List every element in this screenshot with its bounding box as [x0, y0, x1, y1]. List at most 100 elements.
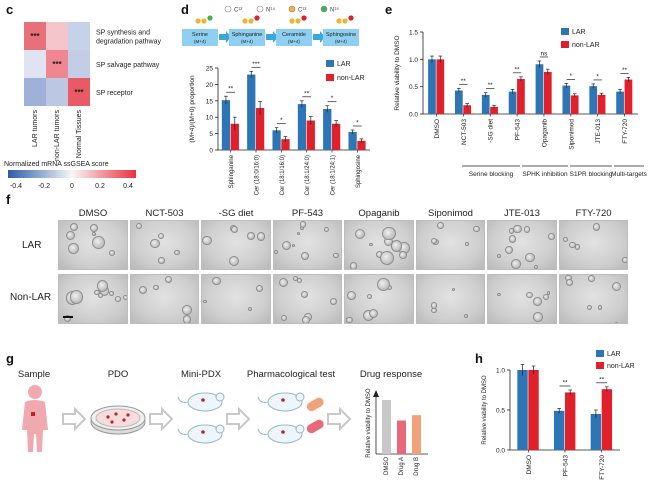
panel-label-h: h [475, 351, 483, 366]
pathway-node [182, 29, 218, 46]
x-tick-label: DMSO [526, 455, 533, 475]
panel-e-chart: 0.0 0.5 1.0 1.5 Relative viability to DMSO DM… [394, 28, 648, 178]
molecule-atom [289, 18, 295, 24]
mouse-icon [177, 392, 225, 412]
organoid-blob [69, 290, 84, 304]
pathway-arrow-icon [313, 31, 325, 43]
organoid-blob [278, 277, 288, 287]
molecule-atom [195, 18, 201, 24]
legend-swatch [596, 350, 604, 357]
organoid-blob [291, 243, 296, 248]
mini-y-label: Relative viability to DMSO [366, 388, 372, 458]
pathway-arrow-icon [219, 31, 231, 43]
panel-c-heatmap: *** *** *** SP synthesis and degradation pat… [4, 22, 161, 190]
significance-mark: ** [515, 66, 521, 73]
colorbar-tick: 0.4 [123, 183, 133, 190]
bar [517, 79, 525, 114]
significance-mark: *** [252, 61, 260, 68]
organoid-blob [212, 276, 222, 286]
bar [357, 140, 366, 150]
organoid-blob [399, 251, 408, 260]
arrow-icon-1 [62, 406, 87, 432]
isotope-legend-dot [288, 5, 296, 13]
organoid-blob [293, 276, 298, 281]
bar [272, 130, 281, 150]
heatmap-cell [68, 50, 90, 78]
isotope-legend-label: N¹⁵ [330, 7, 339, 14]
organoid-blob [296, 278, 302, 284]
pathway-node-label: Serine [192, 32, 208, 38]
microscopy-image [201, 220, 271, 270]
organoid-blob [534, 265, 539, 269]
group-label: Multi-targets [611, 171, 648, 178]
pill-icon [306, 397, 324, 434]
step-pdo-label: PDO [107, 369, 129, 380]
organoid-blob [229, 255, 240, 266]
organoid-blob [97, 292, 104, 299]
microscopy-image [272, 274, 342, 324]
bar [436, 59, 445, 114]
y-axis-label: (M+4)/(M+0) proportion [189, 75, 196, 143]
microscopy-image [487, 220, 557, 270]
organoid-blob [109, 290, 114, 296]
organoid-blob [367, 293, 373, 299]
y-tick-label: 5 [209, 131, 213, 138]
step-sample-label: Sample [17, 369, 51, 380]
pathway-node-sublabel: (M+4) [241, 39, 253, 44]
y-tick-label: 1.0 [409, 57, 418, 64]
microscopy-image [344, 274, 414, 324]
organoid-blob [69, 223, 79, 232]
organoid-blob [93, 289, 100, 296]
organoid-blob [349, 262, 358, 269]
organoid-blob [299, 221, 307, 228]
significance-mark: ** [622, 67, 628, 74]
heatmap-cell [46, 50, 68, 78]
step-minipdx-label: Mini-PDX [180, 369, 222, 380]
microscopy-image [558, 220, 628, 270]
x-tick-label: FTY-720 [622, 119, 629, 144]
mouse-icon [257, 424, 305, 444]
step-pharm-label: Pharmacological test [246, 369, 336, 380]
organoid-blob [430, 238, 437, 245]
bar [256, 108, 265, 150]
heatmap-cell [46, 22, 68, 50]
organoid-blob [122, 295, 127, 300]
row-label-lar: LAR [22, 240, 42, 251]
x-tick-label: Sphingosine [356, 154, 362, 188]
x-tick-label: Opaganib [541, 119, 548, 148]
step-drug-response-label: Drug response [359, 369, 423, 380]
organoid-blob [346, 316, 353, 323]
organoid-blob [333, 253, 339, 259]
mouse-icon [177, 424, 225, 444]
colorbar-tick: 0.2 [95, 183, 105, 190]
organoid-blob [63, 314, 71, 322]
bar [543, 71, 552, 114]
organoid-blob [548, 232, 556, 240]
significance-mark: * [280, 117, 283, 124]
bar [297, 104, 307, 150]
organoid-blob [437, 222, 444, 229]
organoid-blob [497, 292, 501, 297]
x-tick-label: Cer (18:0/16:0) [255, 155, 261, 195]
pathway-arrow-icon [266, 31, 278, 43]
organoid-blob [622, 257, 628, 263]
significance-mark: * [596, 73, 599, 80]
pathway-node-sublabel: (M+4) [288, 39, 300, 44]
group-label: S1PR blocking [570, 171, 613, 178]
legend-label: LAR [607, 351, 621, 358]
molecule-atom [254, 15, 260, 21]
organoid-blob [523, 226, 531, 234]
colorbar-title: Normalized mRNA ssGSEA score [4, 161, 109, 168]
organoid-blob [588, 275, 595, 282]
organoid-blob [65, 230, 76, 241]
microscopy-image [129, 274, 199, 324]
bar [589, 86, 598, 114]
heatmap-cell [24, 22, 46, 50]
molecule-atom [336, 18, 342, 24]
organoid-blob [565, 278, 573, 287]
colorbar-tick: -0.2 [38, 183, 50, 190]
legend-label: non-LAR [607, 363, 635, 370]
organoid-blob [615, 321, 619, 323]
x-tick-label: PF-543 [515, 119, 522, 141]
organoid-blob [182, 315, 192, 323]
